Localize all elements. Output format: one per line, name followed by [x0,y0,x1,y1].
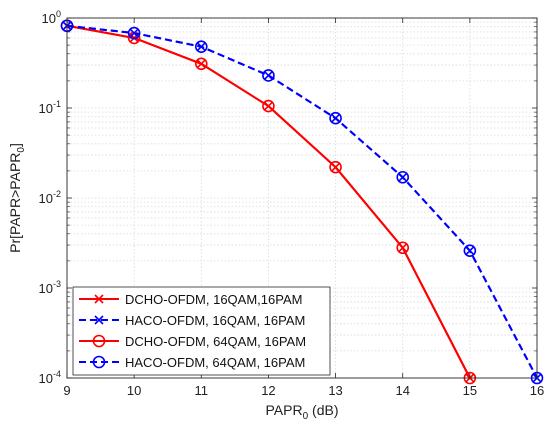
data-point-circle-marker [329,160,342,174]
legend-label: DCHO-OFDM, 64QAM, 16PAM [125,334,306,349]
data-point-circle-marker [396,241,410,255]
x-tick-label: 12 [261,383,275,398]
legend-entry: DCHO-OFDM, 64QAM, 16PAM [79,334,306,349]
legend-entry: DCHO-OFDM, 16QAM,16PAM [79,292,302,307]
data-point-circle-marker [262,99,275,113]
legend-label: DCHO-OFDM, 16QAM,16PAM [125,292,302,307]
data-point-circle-marker [329,111,342,125]
y-tick-label: 100 [42,9,61,26]
y-tick-label: 10-3 [39,279,61,296]
x-tick-label: 9 [63,383,70,398]
y-tick-label: 10-2 [39,189,61,206]
x-tick-label: 14 [395,383,409,398]
x-tick-label: 15 [463,383,477,398]
y-axis: 100 10-1 10-2 10-3 10-4 [39,9,537,386]
series-group [60,19,544,385]
data-point-circle-marker [396,170,410,184]
legend-marker-circle [92,355,106,369]
legend-marker-circle [92,334,106,348]
legend: DCHO-OFDM, 16QAM,16PAM HACO-OFDM, 16QAM, … [72,286,331,376]
data-point-circle-marker [194,57,208,71]
x-tick-label: 16 [530,383,544,398]
legend-label: HACO-OFDM, 16QAM, 16PAM [125,313,305,328]
x-tick-label: 10 [127,383,141,398]
legend-entry: HACO-OFDM, 64QAM, 16PAM [79,355,305,370]
y-tick-label: 10-4 [39,369,61,386]
data-point-circle-marker [262,69,275,82]
legend-marker-x [94,294,104,304]
data-point-circle-marker [127,26,141,40]
x-axis: 9 10 11 12 13 14 15 16 [63,18,544,398]
y-tick-label: 10-1 [39,99,61,116]
x-tick-label: 13 [328,383,342,398]
x-tick-label: 11 [195,383,209,398]
y-axis-label: Pr[PAPR>PAPR0] [7,143,27,253]
data-point-circle-marker [194,40,208,53]
series-line [66,24,538,379]
data-point-circle-marker [463,244,477,257]
legend-marker-x [94,315,104,325]
legend-box [72,286,331,376]
x-axis-label: PAPR0 (dB) [266,402,339,422]
legend-entry: HACO-OFDM, 16QAM, 16PAM [79,313,305,328]
legend-label: HACO-OFDM, 64QAM, 16PAM [125,355,305,370]
